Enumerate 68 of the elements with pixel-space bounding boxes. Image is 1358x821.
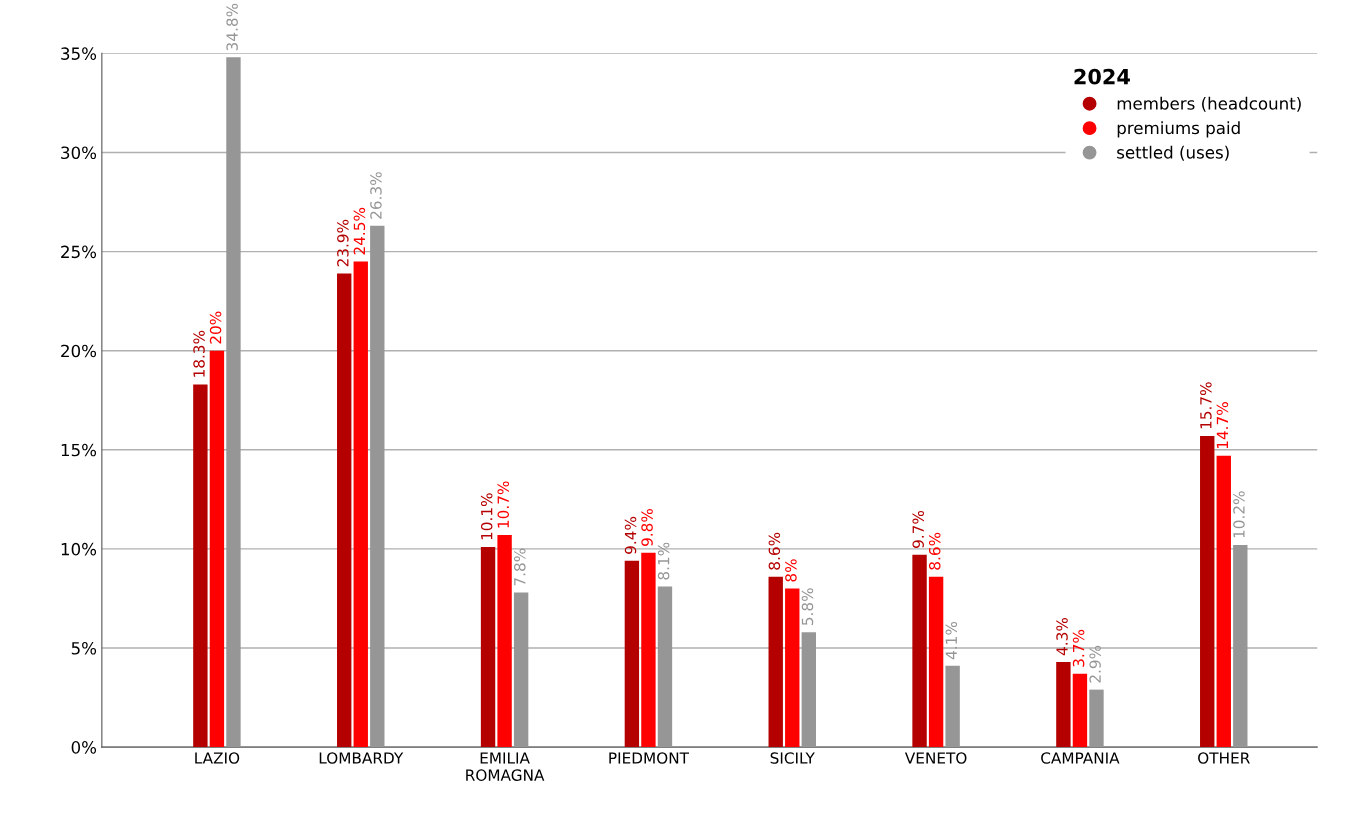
y-tick-label: 35% xyxy=(61,47,97,60)
x-tick-label: LAZIO xyxy=(195,752,240,764)
data-label: 10.7% xyxy=(497,481,510,528)
bar xyxy=(370,225,385,748)
data-label: 24.5% xyxy=(353,207,366,255)
data-label: 3.7% xyxy=(1072,629,1085,667)
legend-title: 2024 xyxy=(1074,68,1130,85)
bar xyxy=(768,576,783,748)
bar xyxy=(912,554,927,748)
bar xyxy=(1056,661,1071,748)
x-tick-label: VENETO xyxy=(904,752,967,764)
bar xyxy=(657,586,673,748)
data-label: 9.7% xyxy=(912,510,924,548)
x-tick-label: CAMPANIA xyxy=(1041,752,1120,764)
x-tick-label: SICILY xyxy=(770,752,815,764)
bar xyxy=(497,535,512,748)
data-label: 4.1% xyxy=(945,621,958,660)
legend-label: members (headcount) xyxy=(1117,96,1301,112)
data-label: 7.8% xyxy=(514,548,526,586)
data-label: 15.7% xyxy=(1200,382,1212,429)
data-label: 34.8% xyxy=(226,3,238,51)
bar xyxy=(226,57,241,748)
bar xyxy=(1089,689,1104,748)
y-tick-label: 10% xyxy=(61,542,97,556)
y-tick-label: 0% xyxy=(71,741,97,754)
bar xyxy=(209,350,225,748)
bar xyxy=(641,552,656,748)
bar xyxy=(193,384,208,748)
bar xyxy=(1200,435,1215,748)
bar xyxy=(513,592,529,748)
data-label: 9.8% xyxy=(641,508,653,546)
bar xyxy=(624,560,640,748)
y-tick-label: 30% xyxy=(61,146,97,160)
bar xyxy=(1072,673,1088,748)
bar xyxy=(928,576,944,748)
bar xyxy=(801,632,816,748)
bar xyxy=(353,261,368,748)
data-label: 4.3% xyxy=(1056,617,1068,656)
bar xyxy=(337,273,352,748)
legend-label: premiums paid xyxy=(1117,121,1240,138)
data-label: 5.8% xyxy=(801,588,814,626)
data-label: 8.6% xyxy=(928,532,941,570)
data-label: 20% xyxy=(209,311,222,344)
data-label: 18.3% xyxy=(193,330,205,377)
data-label: 23.9% xyxy=(337,219,349,267)
x-tick-label: EMILIA ROMAGNA xyxy=(466,752,545,781)
bar xyxy=(1233,544,1248,748)
y-tick-label: 15% xyxy=(61,443,97,457)
data-label: 14.7% xyxy=(1216,402,1229,449)
bar xyxy=(1216,455,1231,748)
legend-label: settled (uses) xyxy=(1117,145,1229,161)
data-label: 8.6% xyxy=(768,532,781,570)
data-label: 26.3% xyxy=(370,172,382,219)
data-label: 9.4% xyxy=(624,516,637,554)
x-tick-label: OTHER xyxy=(1198,752,1250,764)
data-label: 2.9% xyxy=(1089,645,1101,683)
data-label: 8.1% xyxy=(657,542,670,580)
bar xyxy=(945,665,960,748)
x-tick-label: PIEDMONT xyxy=(609,752,690,764)
data-label: 10.2% xyxy=(1233,491,1245,538)
data-label: 8% xyxy=(785,559,797,582)
bar xyxy=(785,588,800,748)
y-tick-label: 5% xyxy=(71,641,97,655)
data-label: 10.1% xyxy=(480,493,493,540)
x-tick-label: LOMBARDY xyxy=(319,752,404,764)
y-tick-label: 25% xyxy=(61,245,97,259)
bar xyxy=(480,546,496,748)
y-tick-label: 20% xyxy=(61,344,97,358)
